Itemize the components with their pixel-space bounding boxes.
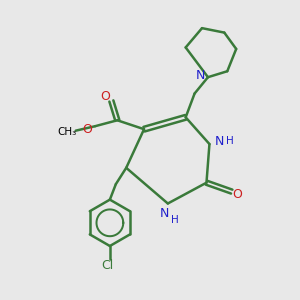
Text: O: O bbox=[233, 188, 243, 201]
Text: Cl: Cl bbox=[101, 260, 113, 272]
Text: N: N bbox=[215, 135, 224, 148]
Text: H: H bbox=[226, 136, 234, 146]
Text: CH₃: CH₃ bbox=[57, 127, 76, 137]
Text: O: O bbox=[100, 90, 110, 103]
Text: N: N bbox=[160, 207, 170, 220]
Text: H: H bbox=[171, 215, 179, 225]
Text: O: O bbox=[82, 123, 92, 136]
Text: N: N bbox=[196, 69, 205, 82]
